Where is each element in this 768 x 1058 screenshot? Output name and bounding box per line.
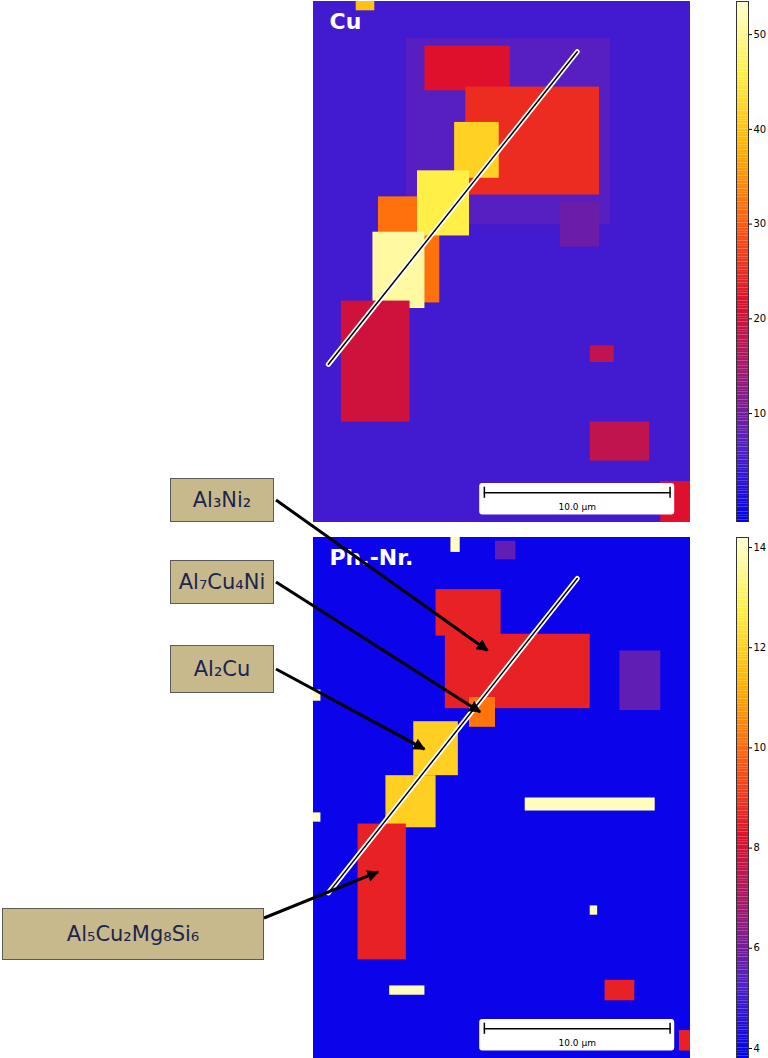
html-text:Al₃Ni₂: Al₃Ni₂ — [192, 488, 252, 512]
svg-text:Cu: Cu — [330, 9, 362, 34]
html-text:Al₅Cu₂Mg₈Si₆: Al₅Cu₂Mg₈Si₆ — [66, 922, 200, 946]
svg-text:6: 6 — [754, 942, 760, 953]
svg-text:Ph.-Nr.: Ph.-Nr. — [330, 545, 414, 570]
html-text:Al₇Cu₄Ni: Al₇Cu₄Ni — [178, 570, 266, 594]
svg-text:10: 10 — [754, 408, 767, 419]
svg-text:20: 20 — [754, 313, 767, 324]
svg-text:14: 14 — [754, 542, 767, 553]
svg-text:4: 4 — [754, 1043, 760, 1054]
svg-text:50: 50 — [754, 29, 767, 40]
svg-text:40: 40 — [754, 124, 767, 135]
svg-text:8: 8 — [754, 842, 760, 853]
svg-text:10.0 µm: 10.0 µm — [559, 502, 596, 512]
svg-text:10.0 µm: 10.0 µm — [559, 1038, 596, 1048]
svg-text:30: 30 — [754, 218, 767, 229]
html-text:Al₂Cu: Al₂Cu — [193, 657, 251, 681]
svg-text:12: 12 — [754, 642, 767, 653]
svg-text:10: 10 — [754, 742, 767, 753]
